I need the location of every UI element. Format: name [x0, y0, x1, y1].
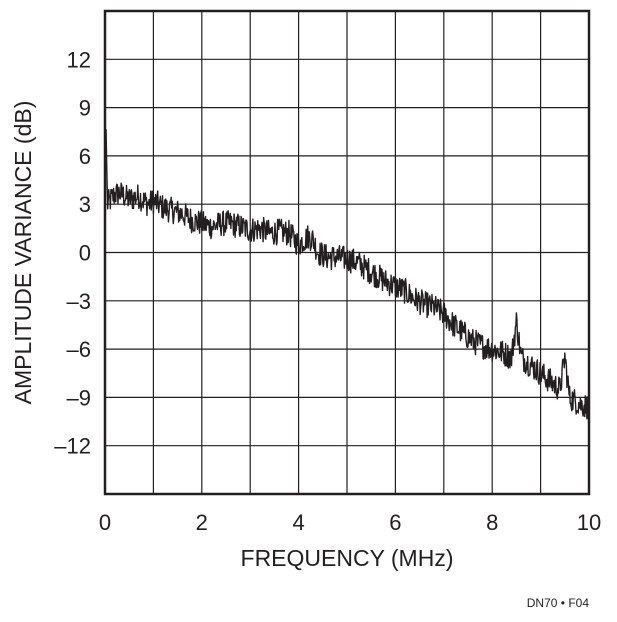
y-tick-label: 12 [67, 47, 91, 72]
x-tick-labels: 0 2 4 6 8 10 [99, 510, 601, 535]
x-tick-label: 8 [486, 510, 498, 535]
x-tick-label: 2 [196, 510, 208, 535]
plot-frame [103, 9, 591, 496]
y-tick-label: 9 [79, 96, 91, 121]
y-tick-label: 3 [79, 192, 91, 217]
y-tick-label: –12 [54, 434, 91, 459]
x-tick-label: 0 [99, 510, 111, 535]
y-tick-label: –9 [67, 385, 91, 410]
x-tick-label: 4 [292, 510, 304, 535]
y-tick-labels: 12 9 6 3 0 –3 –6 –9 –12 [54, 47, 91, 458]
y-tick-label: –6 [67, 337, 91, 362]
x-tick-label: 10 [577, 510, 601, 535]
series-line [104, 123, 590, 420]
series-layer [104, 123, 590, 420]
x-axis-label: FREQUENCY (MHz) [241, 545, 454, 571]
figure-id: DN70 • F04 [527, 596, 590, 610]
y-tick-label: 6 [79, 144, 91, 169]
x-tick-label: 6 [389, 510, 401, 535]
y-tick-label: –3 [67, 289, 91, 314]
y-tick-label: 0 [79, 241, 91, 266]
y-axis-label: AMPLITUDE VARIANCE (dB) [10, 101, 36, 405]
